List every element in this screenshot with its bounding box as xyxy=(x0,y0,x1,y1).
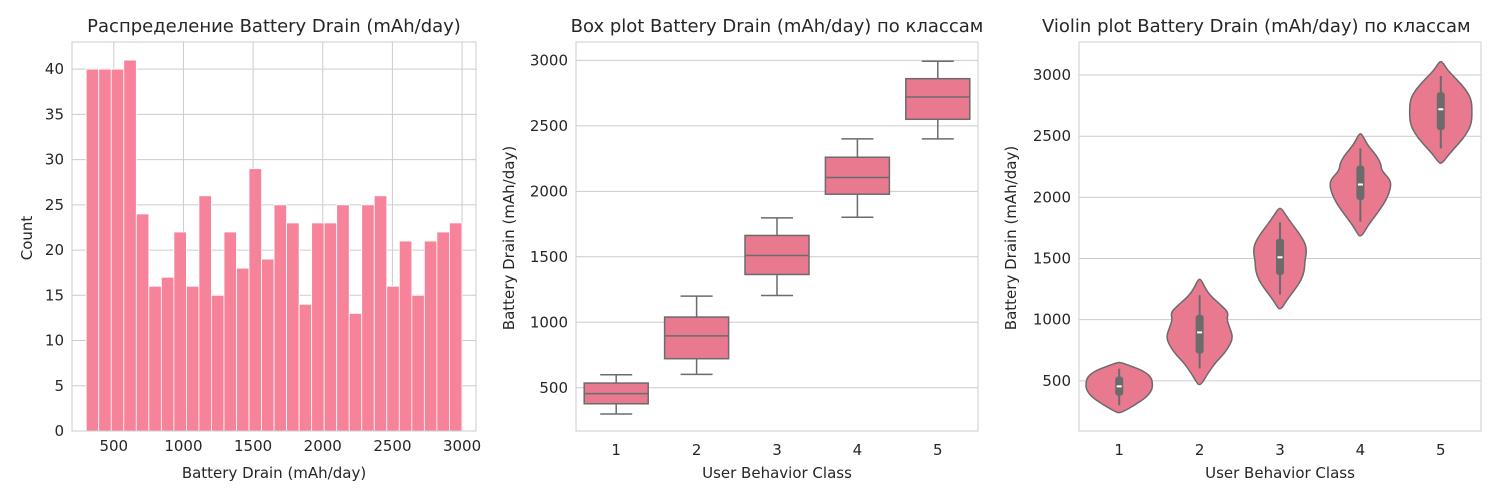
histogram-bar xyxy=(110,68,125,432)
violin-x-tick-label: 5 xyxy=(1436,441,1446,459)
violin-y-tick-label: 1500 xyxy=(1033,250,1071,268)
histogram-x-tick-label: 2500 xyxy=(373,437,411,455)
histogram-bar xyxy=(248,168,262,432)
histogram-x-tick-label: 2000 xyxy=(304,437,342,455)
violin-class-1 xyxy=(1085,361,1154,414)
histogram-y-tick-label: 20 xyxy=(45,241,64,259)
histogram-x-tick-label: 1500 xyxy=(234,437,272,455)
histogram-y-tick-label: 0 xyxy=(54,422,64,440)
histogram-title: Распределение Battery Drain (mAh/day) xyxy=(87,16,461,37)
violin-x-tick-label: 2 xyxy=(1195,441,1205,459)
histogram-bar xyxy=(186,285,200,432)
violin-x-tick-label: 3 xyxy=(1275,441,1285,459)
boxplot-y-tick-label: 2500 xyxy=(530,117,568,135)
violin-x-tick-label: 4 xyxy=(1356,441,1366,459)
histogram-bar xyxy=(261,258,275,432)
histogram-bar xyxy=(198,195,212,432)
boxplot-title: Box plot Battery Drain (mAh/day) по клас… xyxy=(571,16,984,37)
violin-y-tick-label: 500 xyxy=(1042,372,1071,390)
boxplot-y-label: Battery Drain (mAh/day) xyxy=(500,146,518,330)
histogram-bar xyxy=(361,204,375,432)
violin-y-tick-label: 3000 xyxy=(1033,66,1071,84)
boxplot-x-tick-label: 1 xyxy=(611,441,621,459)
box-class-4 xyxy=(824,138,891,218)
histogram-bar xyxy=(336,204,350,432)
violin-panel: 500 1000 1500 2000 2500 3000 1 2 3 4 5 Violin plot… xyxy=(1002,16,1482,482)
boxplot-panel: 500 1000 1500 2000 2500 3000 1 2 3 4 5 Box plot Ba… xyxy=(500,16,983,482)
histogram-y-tick-label: 35 xyxy=(45,105,64,123)
violin-y-tick-label: 2500 xyxy=(1033,127,1071,145)
boxplot-x-tick-label: 4 xyxy=(853,441,863,459)
violin-class-2 xyxy=(1166,278,1233,386)
histogram-bar xyxy=(348,312,363,432)
histogram-bar xyxy=(373,195,388,432)
violin-y-tick-label: 1000 xyxy=(1033,311,1071,329)
histogram-bar xyxy=(398,240,413,432)
histogram-bar xyxy=(173,231,187,432)
box-class-3 xyxy=(744,217,810,297)
box-class-2 xyxy=(663,295,730,376)
violin-iqr-bar xyxy=(1356,165,1365,201)
boxplot-x-tick-label: 5 xyxy=(933,441,943,459)
histogram-y-tick-label: 10 xyxy=(45,332,64,350)
histogram-y-tick-label: 5 xyxy=(54,377,64,395)
histogram-bar xyxy=(386,285,400,432)
boxplot-y-tick-label: 1500 xyxy=(530,248,568,266)
violin-class-4 xyxy=(1329,132,1392,237)
box-iqr xyxy=(824,156,891,195)
boxplot-x-label: User Behavior Class xyxy=(702,464,852,482)
histogram-bar xyxy=(211,294,225,432)
histogram-x-tick-label: 1000 xyxy=(164,437,202,455)
histogram-bar xyxy=(411,294,425,432)
boxplot-frame xyxy=(575,41,979,432)
histogram-bar xyxy=(85,68,100,432)
boxplot-x-tick-label: 3 xyxy=(772,441,782,459)
box-iqr xyxy=(663,316,730,360)
histogram-bar xyxy=(236,267,250,432)
histogram-y-label: Count xyxy=(18,216,36,261)
violin-iqr-bar xyxy=(1436,92,1445,131)
boxplot-y-tick-label: 500 xyxy=(539,379,568,397)
boxplot-x-tick-label: 2 xyxy=(692,441,702,459)
violin-y-tick-label: 2000 xyxy=(1033,188,1071,206)
histogram-y-tick-label: 25 xyxy=(45,196,64,214)
histogram-bar xyxy=(436,231,450,432)
violin-frame xyxy=(1078,41,1482,432)
histogram-bar xyxy=(323,222,338,432)
box-class-5 xyxy=(905,60,971,140)
histogram-bar xyxy=(98,68,112,432)
histogram-bar xyxy=(223,231,237,432)
histogram-bar xyxy=(160,276,175,432)
box-class-1 xyxy=(583,374,649,415)
histogram-bar xyxy=(273,204,287,432)
histogram-x-tick-label: 500 xyxy=(99,437,128,455)
boxplot-y-tick-label: 2000 xyxy=(530,182,568,200)
violin-class-5 xyxy=(1408,60,1473,164)
histogram-y-tick-label: 30 xyxy=(45,151,64,169)
violin-iqr-bar xyxy=(1195,314,1204,354)
histogram-bar xyxy=(449,222,463,432)
histogram-bar xyxy=(286,222,300,432)
histogram-bar xyxy=(423,240,438,432)
histogram-y-tick-label: 40 xyxy=(45,60,64,78)
histogram-bar xyxy=(135,213,150,432)
histogram-bar xyxy=(311,222,325,432)
histogram-bar xyxy=(148,285,162,432)
violin-title: Violin plot Battery Drain (mAh/day) по к… xyxy=(1042,16,1471,37)
violin-x-label: User Behavior Class xyxy=(1205,464,1355,482)
histogram-x-tick-label: 3000 xyxy=(443,437,481,455)
histogram-y-tick-label: 15 xyxy=(45,286,64,304)
violin-x-tick-label: 1 xyxy=(1114,441,1124,459)
box-iqr xyxy=(905,77,971,121)
boxplot-y-tick-label: 1000 xyxy=(530,313,568,331)
violin-class-3 xyxy=(1253,207,1307,310)
histogram-frame xyxy=(71,41,477,432)
histogram-bar xyxy=(298,303,313,432)
histogram-x-label: Battery Drain (mAh/day) xyxy=(182,464,366,482)
violin-y-label: Battery Drain (mAh/day) xyxy=(1002,146,1020,330)
boxplot-y-tick-label: 3000 xyxy=(530,51,568,69)
histogram-bar xyxy=(123,59,137,432)
